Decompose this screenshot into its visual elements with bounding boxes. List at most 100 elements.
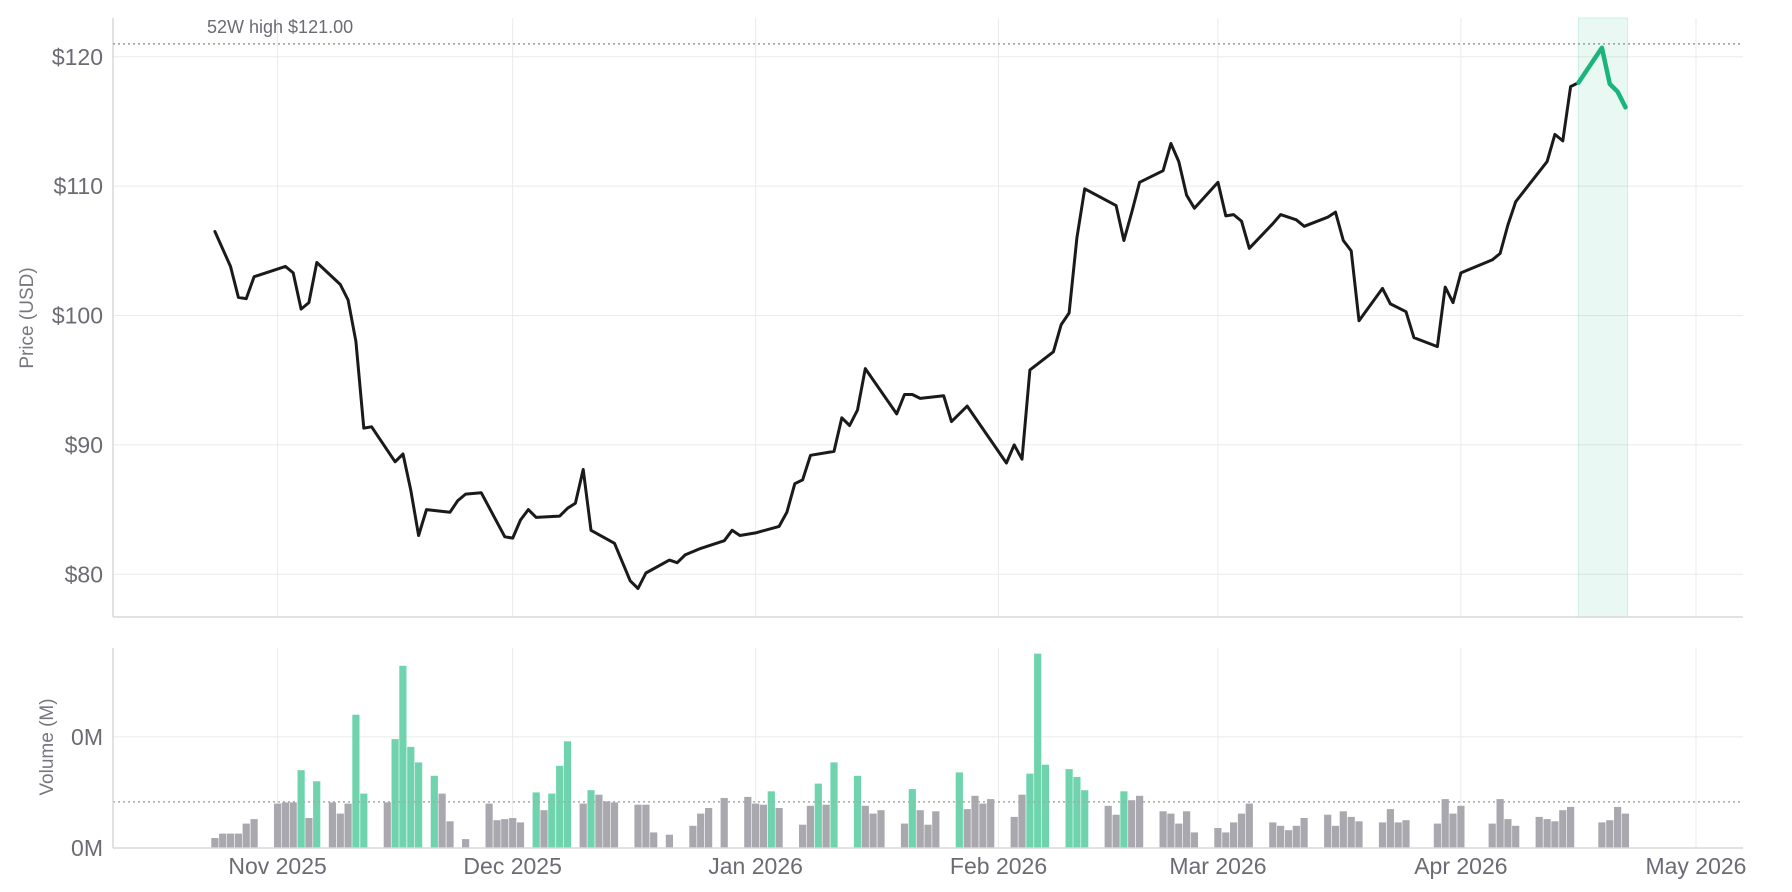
x-tick-label-2: Jan 2026: [708, 853, 803, 879]
volume-bar: [720, 798, 728, 848]
volume-bar: [219, 833, 227, 848]
volume-bar: [540, 810, 548, 848]
volume-bar: [595, 794, 603, 848]
volume-bar: [1355, 821, 1363, 848]
volume-bar: [987, 799, 995, 848]
volume-bar: [1386, 809, 1395, 848]
volume-bar: [250, 819, 258, 848]
volume-bar: [1065, 769, 1073, 848]
volume-bar: [1504, 819, 1512, 848]
price-panel: $80 $90 $100 $110 $120 52W high $121.00: [52, 17, 1743, 618]
volume-bar: [1034, 653, 1042, 848]
volume-bar: [1159, 811, 1167, 848]
volume-bar: [1457, 805, 1465, 848]
volume-bar: [932, 811, 940, 848]
volume-bar: [830, 762, 838, 848]
volume-bar: [407, 746, 415, 848]
volume-bar: [1300, 818, 1308, 848]
volume-bar: [806, 805, 815, 848]
volume-bar: [509, 818, 517, 848]
volume-bar: [1245, 803, 1253, 848]
volume-bar: [1190, 832, 1199, 848]
volume-bar: [963, 809, 971, 848]
volume-bar: [281, 802, 290, 848]
volume-bar: [877, 810, 885, 848]
volume-bar: [1496, 799, 1504, 848]
volume-bar: [1136, 795, 1144, 848]
volume-bar: [328, 802, 337, 848]
volume-bar: [1606, 820, 1614, 848]
x-tick-label-6: May 2026: [1645, 853, 1746, 879]
volume-bar: [1378, 822, 1387, 848]
volume-bar: [1284, 830, 1293, 848]
volume-bar: [446, 821, 454, 848]
volume-bar: [383, 802, 391, 848]
volume-bar: [462, 839, 470, 848]
volume-bar: [900, 823, 909, 848]
volume-bar: [1402, 820, 1410, 848]
volume-bar: [344, 803, 352, 848]
volume-bar: [697, 813, 705, 848]
volume-bar: [532, 792, 540, 848]
volume-bar: [1433, 823, 1442, 848]
x-tick-label-5: Apr 2026: [1414, 853, 1507, 879]
volume-bar: [634, 804, 642, 848]
volume-bar: [360, 793, 368, 848]
volume-tick-label-0: 0M: [71, 835, 103, 861]
volume-bar: [516, 822, 525, 848]
volume-tick-label-1: 0M: [71, 724, 103, 750]
volume-bar: [1277, 825, 1285, 848]
volume-bar: [234, 833, 243, 848]
volume-axis-title: Volume (M): [37, 698, 58, 795]
volume-bar: [705, 808, 713, 848]
volume-bar: [438, 793, 446, 848]
volume-bar: [744, 796, 752, 848]
volume-bar: [799, 824, 807, 848]
volume-bar: [610, 802, 619, 848]
volume-bar: [587, 790, 595, 848]
volume-bar: [814, 783, 822, 848]
volume-bar: [1324, 814, 1332, 848]
volume-bar: [1214, 828, 1222, 848]
volume-bar: [1551, 821, 1559, 848]
volume-bar: [1567, 806, 1575, 848]
volume-bar: [775, 808, 783, 848]
price-series-line-1: [1576, 45, 1628, 110]
volume-bar: [1598, 822, 1606, 848]
volume-bar: [1559, 810, 1567, 848]
volume-bar: [579, 803, 587, 848]
volume-bar: [1183, 811, 1191, 848]
highlight-range: [1577, 17, 1628, 618]
volume-bar: [226, 833, 235, 848]
price-tick-label-4: $120: [52, 44, 103, 70]
volume-bar: [1449, 813, 1457, 848]
volume-bar: [1488, 823, 1496, 848]
volume-bar: [313, 781, 321, 848]
volume-bar: [1269, 822, 1277, 848]
volume-bar: [297, 770, 305, 848]
volume-bar: [399, 665, 407, 848]
volume-bar: [916, 810, 924, 848]
volume-bar: [979, 803, 987, 848]
volume-bar: [1073, 776, 1081, 848]
volume-bar: [1081, 790, 1089, 848]
volume-bar: [1441, 799, 1449, 848]
volume-bar: [642, 804, 650, 848]
volume-bar: [1175, 823, 1183, 848]
volume-bar: [556, 765, 564, 848]
volume-bar: [1535, 816, 1543, 848]
volume-bar: [563, 741, 572, 848]
volume-bar: [1512, 825, 1520, 848]
volume-bar: [1167, 813, 1175, 848]
x-tick-label-3: Feb 2026: [950, 853, 1047, 879]
x-tick-label-0: Nov 2025: [228, 853, 326, 879]
price-tick-label-3: $110: [54, 173, 103, 199]
volume-bar: [1128, 800, 1136, 848]
volume-bar: [665, 834, 674, 848]
x-axis: Nov 2025 Dec 2025 Jan 2026 Feb 2026 Mar 2026…: [228, 853, 1746, 879]
volume-bar: [391, 739, 399, 848]
volume-bar: [242, 823, 250, 848]
volume-bar: [971, 795, 979, 848]
volume-bar: [415, 762, 423, 848]
price-axis-title: Price (USD): [17, 267, 38, 368]
